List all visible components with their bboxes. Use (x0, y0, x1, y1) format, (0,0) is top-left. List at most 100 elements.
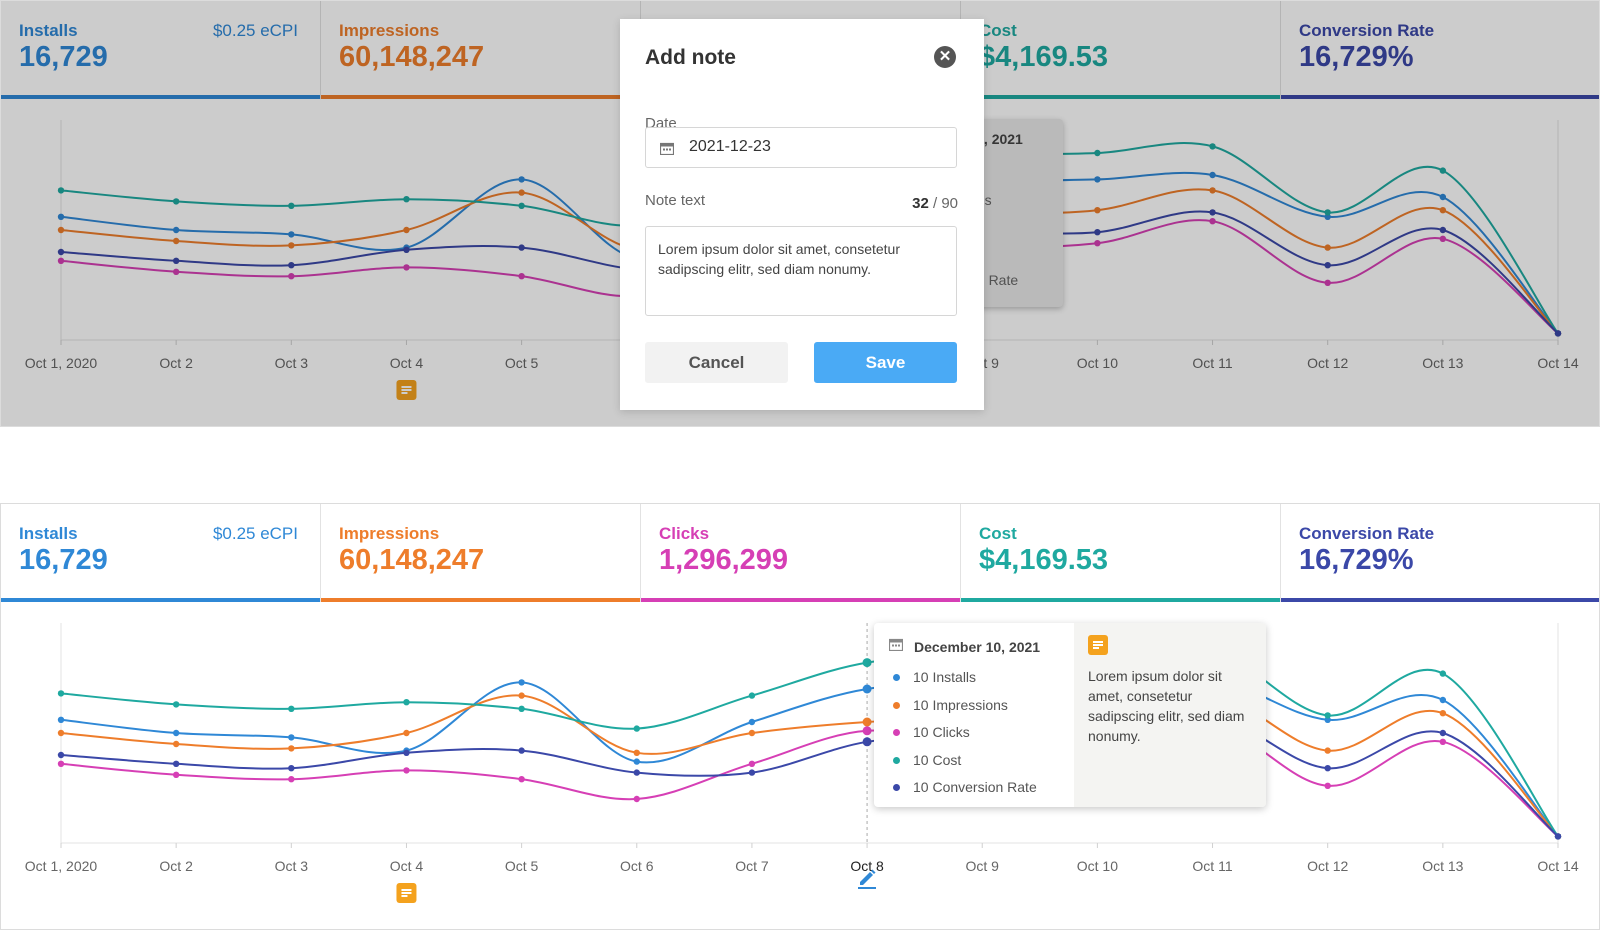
tooltip-item: 10 Clicks (893, 724, 970, 740)
data-point (1094, 229, 1101, 236)
note-textarea[interactable]: Lorem ipsum dolor sit amet, consetetur s… (645, 226, 957, 316)
data-point (1324, 782, 1331, 789)
data-point (403, 246, 410, 253)
save-button[interactable]: Save (814, 342, 957, 383)
x-tick-label: Oct 13 (1422, 858, 1463, 874)
x-tick-label: Oct 1, 2020 (25, 858, 98, 874)
tooltip-note-text: Lorem ipsum dolor sit amet, consetetur s… (1088, 668, 1245, 744)
data-point (288, 242, 295, 249)
data-point (518, 273, 525, 280)
data-point (862, 737, 872, 747)
data-point (403, 749, 410, 756)
kpi-label: Cost (979, 524, 1017, 543)
data-point (1324, 209, 1331, 216)
data-point (288, 705, 295, 712)
data-point (748, 718, 756, 726)
note-marker-icon[interactable] (396, 883, 417, 903)
data-point (748, 760, 756, 767)
x-tick-label: Oct 11 (1192, 858, 1232, 874)
x-tick-label: Oct 6 (620, 858, 654, 874)
data-point (403, 699, 410, 706)
data-point (1324, 262, 1331, 269)
data-point (288, 262, 295, 269)
data-point (862, 717, 872, 727)
x-tick-label: Oct 4 (390, 355, 424, 371)
data-point (862, 684, 872, 694)
series-line-clicks (60, 722, 1559, 838)
kpi-card-impressions[interactable]: Impressions 60,148,247 (321, 1, 641, 99)
data-point (1324, 765, 1331, 772)
data-point (518, 202, 525, 209)
kpi-value: $4,169.53 (979, 41, 1109, 73)
line-chart: Oct 1, 2020 Oct 2 Oct 3 Oct 4 Oct 5 Oct 6 Oct … (25, 623, 1579, 903)
data-point (518, 705, 525, 712)
kpi-card-conversion-rate[interactable]: Conversion Rate 16,729% (1281, 504, 1599, 602)
data-point (172, 237, 180, 245)
note-marker-icon[interactable] (396, 380, 417, 400)
x-tick-label: Oct 2 (159, 355, 193, 371)
data-point (288, 765, 295, 772)
data-point (288, 202, 295, 209)
data-point (288, 745, 295, 752)
x-tick-label: Oct 14 (1537, 355, 1578, 371)
data-point (288, 231, 295, 238)
x-tick-label: Oct 14 (1537, 858, 1578, 874)
kpi-label: Clicks (659, 524, 710, 543)
data-point (403, 226, 410, 234)
close-circle-icon[interactable]: ✕ (934, 46, 956, 68)
tooltip-item-label: 10 Conversion Rate (913, 779, 1037, 795)
series-dot (893, 674, 900, 681)
x-tick-label: Oct 1, 2020 (25, 355, 98, 371)
data-point (1209, 209, 1216, 216)
kpi-label: Impressions (339, 21, 440, 40)
data-point (1439, 738, 1447, 745)
data-point (57, 257, 65, 264)
data-point (1094, 240, 1101, 247)
data-point (862, 658, 872, 668)
tooltip-item-label: 10 Clicks (913, 724, 970, 740)
kpi-card-installs[interactable]: Installs 16,729 $0.25 eCPI (1, 1, 321, 99)
data-point (1439, 235, 1447, 242)
data-point (57, 226, 65, 234)
series-line-impressions (60, 691, 1559, 838)
data-point (1094, 176, 1101, 183)
data-point (1094, 207, 1101, 214)
date-value: 2021-12-23 (689, 138, 771, 155)
character-count: 32 (912, 195, 929, 212)
kpi-underline (1, 598, 320, 602)
kpi-label: Conversion Rate (1299, 524, 1435, 543)
kpi-card-cost[interactable]: Cost $4,169.53 (961, 504, 1281, 602)
kpi-card-installs[interactable]: Installs 16,729 $0.25 eCPI (1, 504, 321, 602)
series-line-installs (60, 674, 1559, 838)
kpi-card-conversion-rate[interactable]: Conversion Rate 16,729% (1281, 1, 1599, 99)
cancel-button[interactable]: Cancel (645, 342, 788, 383)
data-point (518, 747, 525, 754)
kpi-card-impressions[interactable]: Impressions 60,148,247 (321, 504, 641, 602)
data-point (57, 751, 65, 759)
data-point (633, 769, 640, 776)
tooltip-item: 10 Installs (893, 669, 976, 685)
data-point (1439, 710, 1447, 717)
date-field[interactable]: 2021-12-23 (645, 127, 957, 168)
data-point (172, 729, 180, 737)
note-text-label: Note text (645, 192, 706, 209)
tooltip-item-label: 10 Impressions (913, 696, 1008, 713)
kpi-label: Cost (979, 21, 1017, 40)
data-point (518, 776, 525, 783)
data-point (633, 725, 640, 732)
data-point (1209, 143, 1216, 150)
data-point (1554, 330, 1562, 337)
kpi-underline (961, 598, 1280, 602)
kpi-card-cost[interactable]: Cost $4,169.53 (961, 1, 1281, 99)
data-point (172, 701, 180, 708)
kpi-underline (1281, 598, 1599, 602)
series-line-conversion-rate (60, 713, 1559, 838)
edit-pencil-icon[interactable] (856, 867, 878, 889)
data-point (1439, 193, 1447, 201)
data-point (633, 749, 640, 756)
data-point (1439, 696, 1447, 704)
data-point (57, 187, 65, 194)
tooltip-item-label: 10 Installs (913, 669, 977, 685)
series-dot (893, 756, 900, 764)
